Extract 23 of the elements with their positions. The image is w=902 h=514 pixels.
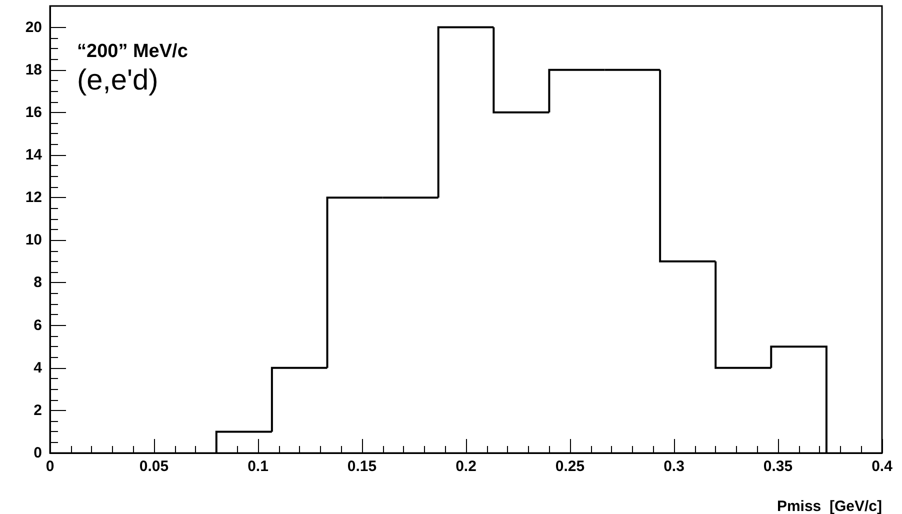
y-tick-label: 12 xyxy=(25,189,42,206)
y-tick-label: 6 xyxy=(34,316,42,334)
y-tick-label: 16 xyxy=(25,104,42,121)
y-tick-label: 2 xyxy=(34,402,42,419)
y-tick-label: 10 xyxy=(25,232,42,249)
y-tick-label: 18 xyxy=(25,61,42,78)
annotation: “200” MeV/c xyxy=(77,41,188,62)
y-tick-label: 14 xyxy=(25,146,43,164)
x-tick-label: 0.3 xyxy=(664,458,684,475)
x-tick-label: 0 xyxy=(46,458,54,475)
x-tick-label: 0.4 xyxy=(872,458,894,475)
x-tick-label: 0.35 xyxy=(763,458,793,475)
x-tick-label: 0.05 xyxy=(139,458,169,475)
y-tick-label: 8 xyxy=(34,274,42,292)
y-tick-label: 0 xyxy=(34,444,42,462)
x-axis-title: Pmiss [GeV/c] xyxy=(776,498,882,514)
annotation: (e,e'd) xyxy=(77,64,158,96)
y-tick-label: 20 xyxy=(25,18,42,36)
x-tick-label: 0.25 xyxy=(555,458,585,475)
y-tick-label: 4 xyxy=(34,359,43,376)
x-tick-label: 0.1 xyxy=(248,458,268,475)
x-tick-label: 0.15 xyxy=(347,458,377,475)
x-tick-label: 0.2 xyxy=(456,458,476,475)
